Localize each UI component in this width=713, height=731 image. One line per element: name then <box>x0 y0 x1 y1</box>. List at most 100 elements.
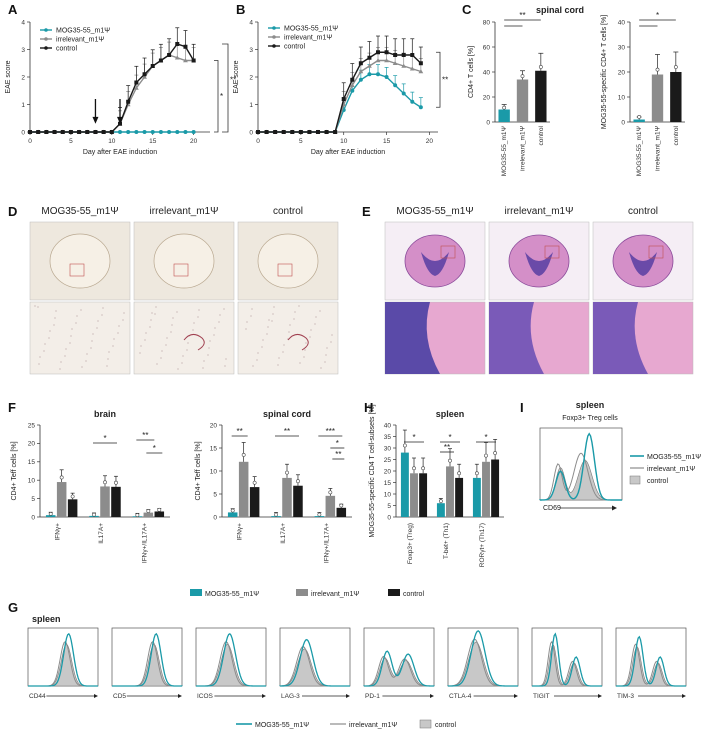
grey-matter-zoom <box>385 302 440 374</box>
tissue-cell <box>171 324 173 326</box>
data-point <box>392 60 398 66</box>
tissue-cell <box>315 316 317 318</box>
tissue-cell <box>71 328 73 330</box>
g-marker-label: LAG-3 <box>281 693 300 700</box>
x-arrowhead <box>346 694 350 698</box>
y-tick-label: 10 <box>384 491 392 498</box>
zoom-box <box>69 263 85 277</box>
legend-label: irrelevant_m1Ψ <box>647 466 695 473</box>
y-tick-label: 0 <box>249 129 253 136</box>
tissue-cell <box>272 313 274 315</box>
y-tick-label: 3 <box>249 47 253 54</box>
data-point <box>52 130 57 134</box>
tissue-cell <box>55 310 57 312</box>
data-point <box>438 499 443 504</box>
bar <box>325 495 336 517</box>
significance-star: * <box>153 444 156 453</box>
x-arrowhead <box>682 694 686 698</box>
legend-label: control <box>435 722 456 729</box>
tissue-cell <box>282 351 284 353</box>
tissue-cell <box>256 359 258 361</box>
x-arrowhead <box>430 694 434 698</box>
data-point <box>296 479 300 484</box>
data-point <box>493 451 498 455</box>
significance-star: * <box>220 92 223 101</box>
x-tick-label: IFNγ+ <box>237 523 244 541</box>
data-point <box>401 63 407 68</box>
tissue-cell <box>293 318 295 320</box>
legend-marker <box>44 28 48 32</box>
legend-swatch <box>190 589 202 596</box>
y-tick-label: 4 <box>21 19 25 26</box>
x-tick-label: IFNγ+/IL17A+ <box>323 523 330 563</box>
data-point <box>135 513 140 517</box>
data-point <box>384 50 389 55</box>
significance-star: ** <box>335 450 341 459</box>
tissue-cell <box>202 367 204 369</box>
tissue-cell <box>219 314 221 316</box>
y-tick-label: 40 <box>618 19 626 26</box>
legend-marker <box>44 46 48 50</box>
y-tick-label: 0 <box>621 119 625 126</box>
x-axis-label: Day after EAE induction <box>83 149 157 156</box>
histogram-mog <box>616 635 686 687</box>
data-point <box>333 130 338 134</box>
g-title: spleen <box>32 614 61 624</box>
tissue-cell <box>43 350 45 352</box>
x-tick-label: 20 <box>190 138 198 145</box>
zoom-box <box>648 245 664 259</box>
panel-letter-d: D <box>8 204 17 219</box>
y-tick-label: 15 <box>28 459 36 466</box>
panel-letter-h: H <box>364 400 373 415</box>
tissue-cell <box>102 307 104 309</box>
tissue-cell <box>326 347 328 349</box>
tissue-cell <box>122 319 124 321</box>
legend-swatch <box>419 719 432 729</box>
data-point <box>409 66 415 71</box>
tissue-cell <box>266 333 268 335</box>
tissue-cell <box>166 337 168 339</box>
tissue-cell <box>267 326 269 328</box>
tissue-cell <box>176 311 178 313</box>
tissue-cell <box>107 358 109 360</box>
data-point <box>673 65 678 69</box>
tissue-cell <box>70 335 72 337</box>
y-tick-label: 35 <box>384 434 392 441</box>
x-tick-label: IFNγ+ <box>55 523 62 541</box>
d-column-header: irrelevant_m1Ψ <box>150 206 219 217</box>
tissue-cell <box>218 321 220 323</box>
data-point <box>101 130 106 134</box>
tissue-cell <box>161 350 163 352</box>
data-point <box>418 105 423 110</box>
x-tick-label: 0 <box>256 138 260 145</box>
data-point <box>274 512 278 517</box>
tissue-cell <box>213 334 215 336</box>
data-point <box>142 130 147 134</box>
zoom-box <box>173 263 189 277</box>
data-point <box>538 65 543 69</box>
y-tick-label: 2 <box>21 74 25 81</box>
data-point <box>384 75 389 79</box>
tissue-cell <box>250 315 252 317</box>
data-point <box>174 55 180 60</box>
histogram-control <box>196 643 266 687</box>
significance-bracket <box>436 51 441 108</box>
y-tick-label: 10 <box>210 468 218 475</box>
brain-zoom-image <box>29 301 131 375</box>
data-point <box>183 58 188 63</box>
data-point <box>77 130 82 134</box>
bar <box>651 74 664 122</box>
data-point <box>157 507 162 512</box>
y-tick-label: 30 <box>384 445 392 452</box>
data-point <box>142 74 147 79</box>
significance-star: ** <box>230 76 236 85</box>
y-tick-label: 40 <box>384 422 392 429</box>
bar <box>56 482 67 517</box>
bar <box>419 473 428 517</box>
tissue-cell <box>154 313 156 315</box>
data-point <box>191 58 196 63</box>
panel-letter-a: A <box>8 2 18 17</box>
tissue-cell <box>34 305 36 307</box>
x-arrowhead <box>178 694 182 698</box>
